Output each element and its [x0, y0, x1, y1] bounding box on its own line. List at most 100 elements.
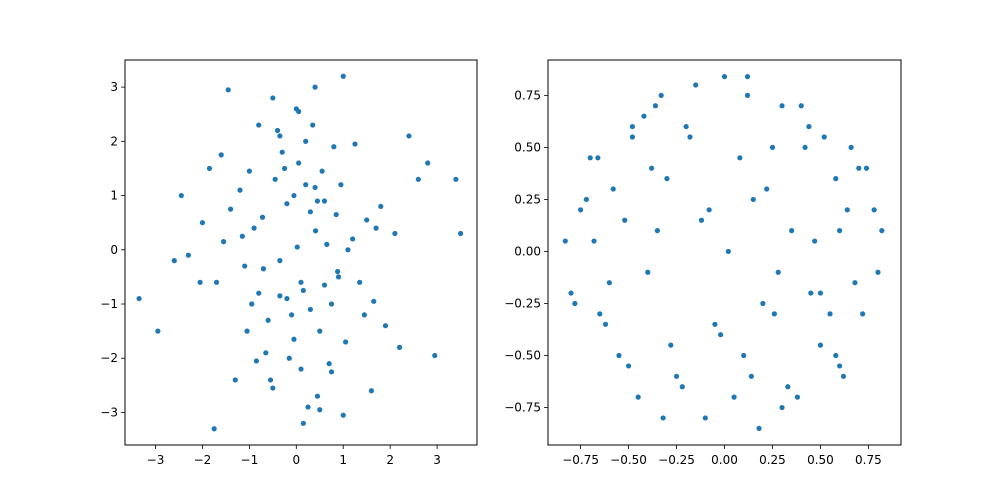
left-scatter-point — [294, 244, 300, 250]
right-scatter-point — [591, 238, 597, 244]
right-x-tick-label: −0.75 — [562, 453, 599, 467]
right-scatter-point — [779, 404, 785, 411]
right-y-tick-label: 0.50 — [514, 140, 541, 154]
right-y-tick-label: 0.75 — [514, 88, 541, 102]
left-scatter-panel: −3 −2 −1 0 1 2 3 −3 −2 −1 0 1 2 3 — [100, 59, 478, 467]
left-scatter-point — [335, 274, 342, 280]
left-scatter-point — [328, 369, 335, 375]
right-scatter-point — [848, 144, 854, 151]
right-scatter-point — [718, 332, 724, 338]
left-scatter-point — [265, 317, 271, 323]
left-scatter-point — [333, 211, 339, 218]
left-y-tick-label: 1 — [110, 189, 118, 203]
left-scatter-point — [338, 182, 344, 188]
right-scatter-points — [562, 74, 885, 431]
left-scatter-point — [267, 377, 274, 383]
right-scatter-point — [610, 186, 616, 192]
right-scatter-point — [673, 373, 680, 379]
right-scatter-point — [725, 248, 731, 255]
left-scatter-point — [406, 133, 412, 139]
left-scatter-point — [237, 187, 243, 193]
right-scatter-point — [679, 384, 685, 390]
left-scatter-point — [300, 287, 306, 294]
right-y-tick-label: −0.75 — [504, 401, 541, 415]
left-scatter-point — [305, 404, 311, 410]
left-scatter-point — [239, 233, 245, 239]
right-scatter-point — [844, 207, 850, 213]
right-y-tick-label: 0.00 — [514, 244, 541, 258]
left-scatter-point — [185, 252, 191, 258]
left-scatter-point — [286, 355, 292, 361]
left-scatter-point — [357, 279, 363, 285]
right-scatter-point — [578, 207, 584, 213]
left-scatter-point — [321, 198, 328, 204]
left-y-tick-label: 0 — [110, 243, 118, 257]
left-scatter-point — [296, 108, 302, 115]
left-scatter-point — [312, 228, 319, 234]
left-scatter-point — [342, 339, 349, 345]
left-x-tick-label: −3 — [147, 453, 165, 467]
right-scatter-point — [706, 207, 712, 213]
right-scatter-point — [794, 394, 801, 400]
left-scatter-point — [328, 301, 335, 307]
left-scatter-point — [371, 298, 377, 304]
right-y-tick-label: 0.25 — [514, 192, 541, 206]
left-x-tick-label: 2 — [386, 453, 394, 467]
left-scatter-point — [232, 377, 238, 383]
right-scatter-point — [635, 394, 641, 400]
left-scatter-point — [263, 350, 269, 356]
right-x-axis: −0.75 −0.50 −0.25 0.00 0.25 0.50 0.75 — [562, 445, 882, 467]
left-scatter-point — [155, 328, 161, 334]
right-scatter-point — [731, 394, 737, 400]
left-scatter-point — [260, 266, 267, 272]
right-scatter-point — [802, 144, 808, 151]
left-scatter-point — [368, 388, 374, 394]
left-scatter-point — [340, 412, 346, 418]
right-scatter-point — [660, 415, 666, 421]
right-scatter-point — [808, 290, 814, 296]
left-scatter-point — [396, 344, 403, 350]
right-scatter-point — [572, 300, 578, 307]
left-scatter-point — [453, 176, 459, 182]
left-scatter-point — [319, 168, 325, 174]
left-scatter-point — [324, 241, 330, 247]
right-scatter-point — [712, 321, 718, 327]
right-scatter-point — [744, 74, 751, 80]
right-scatter-point — [863, 165, 870, 171]
right-y-tick-label: −0.50 — [504, 349, 541, 363]
right-x-tick-label: 0.25 — [759, 453, 786, 467]
left-scatter-point — [270, 95, 276, 101]
right-scatter-point — [568, 290, 574, 296]
left-x-axis: −3 −2 −1 0 1 2 3 — [147, 445, 441, 467]
right-scatter-point — [852, 280, 858, 286]
left-scatter-point — [317, 407, 323, 413]
left-scatter-points — [136, 73, 464, 432]
left-scatter-point — [281, 165, 288, 172]
right-scatter-point — [748, 373, 754, 379]
left-scatter-point — [378, 203, 384, 210]
left-scatter-point — [270, 385, 276, 391]
left-scatter-point — [307, 209, 313, 215]
right-scatter-point — [741, 352, 747, 359]
right-scatter-point — [860, 311, 866, 317]
right-scatter-point — [698, 217, 705, 223]
left-scatter-point — [259, 214, 266, 220]
right-scatter-point — [625, 363, 632, 369]
right-scatter-point — [798, 103, 804, 109]
left-scatter-point — [317, 328, 323, 334]
left-scatter-point — [279, 149, 285, 155]
left-scatter-point — [457, 230, 464, 237]
right-scatter-point — [812, 238, 818, 244]
right-scatter-point — [683, 123, 689, 130]
right-scatter-point — [871, 207, 877, 213]
left-scatter-point — [197, 279, 203, 285]
right-scatter-point — [769, 144, 776, 151]
left-scatter-point — [206, 165, 213, 172]
right-scatter-point — [652, 103, 659, 109]
left-scatter-point — [244, 328, 250, 334]
right-scatter-point — [645, 269, 651, 275]
right-scatter-point — [744, 92, 751, 98]
left-scatter-point — [178, 192, 184, 199]
left-scatter-point — [136, 295, 142, 302]
